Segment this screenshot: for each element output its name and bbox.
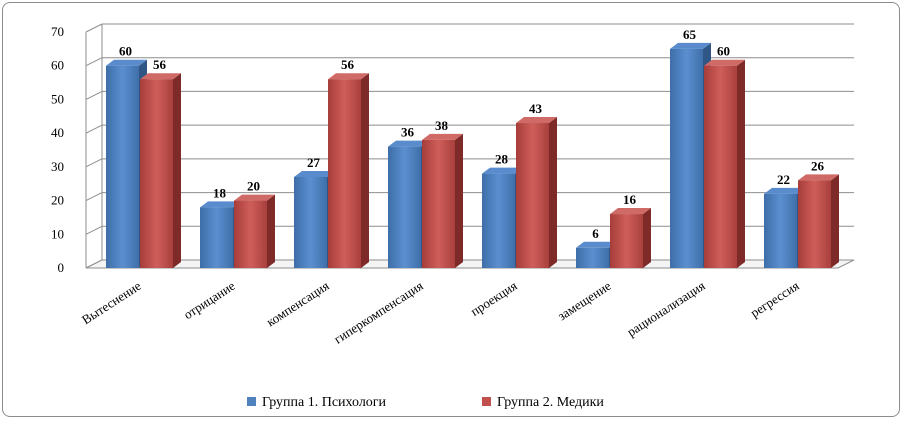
bar-top-1 (670, 42, 711, 49)
data-label: 20 (247, 179, 260, 194)
bar-top-2 (610, 208, 651, 215)
bars-layer (106, 42, 839, 269)
bar-series-2 (140, 79, 173, 268)
bar-series-2 (516, 123, 549, 269)
legend: Группа 1. Психологи Группа 2. Медики (247, 395, 604, 410)
bar-series-1 (294, 176, 327, 268)
bar-series-2 (234, 200, 267, 268)
y-tick-label: 10 (51, 226, 64, 241)
y-tick-label: 60 (51, 58, 64, 73)
bar-series-2 (328, 79, 361, 268)
data-label: 27 (307, 155, 321, 170)
data-label: 28 (495, 152, 509, 167)
bar-side-2 (643, 208, 651, 268)
x-tick-label: компенсация (264, 278, 332, 329)
bar-top-1 (294, 170, 335, 177)
bar-series-2 (422, 139, 455, 268)
legend-label-series-1: Группа 1. Психологи (262, 395, 387, 410)
x-tick-label: гиперкомпенсация (331, 278, 426, 347)
x-tick-label: проекция (468, 278, 520, 319)
bar-top-1 (576, 241, 617, 248)
bar-series-2 (798, 180, 831, 268)
bar-series-2 (610, 214, 643, 268)
y-tick-label: 30 (51, 159, 64, 174)
bar-top-2 (234, 194, 275, 201)
y-tick-label: 40 (51, 125, 64, 140)
bar-top-2 (140, 73, 181, 80)
bar-series-2 (704, 65, 737, 268)
y-tick-label: 50 (51, 91, 64, 106)
bar-top-1 (200, 201, 241, 208)
bar-top-2 (798, 174, 839, 181)
bar-series-1 (200, 207, 233, 268)
bar-top-2 (704, 59, 745, 66)
bar-top-2 (422, 133, 463, 140)
bar-series-1 (482, 173, 515, 268)
x-tick-label: замещение (555, 278, 614, 324)
bar-series-1 (388, 146, 421, 268)
x-tick-label: отрицание (181, 278, 238, 322)
data-label: 18 (213, 185, 227, 200)
legend-swatch-series-2 (482, 397, 491, 406)
gridline-side (85, 90, 103, 100)
data-label: 38 (435, 118, 449, 133)
bar-side-2 (831, 174, 839, 268)
gridline-side (85, 23, 103, 33)
bar-top-2 (516, 117, 557, 124)
data-label: 6 (592, 226, 599, 241)
bar-side-2 (455, 133, 463, 268)
bar-series-1 (106, 65, 139, 268)
gridline-side (85, 192, 103, 202)
data-label: 60 (119, 44, 132, 59)
data-label: 65 (683, 27, 697, 42)
bar-series-1 (576, 247, 609, 268)
data-label: 60 (717, 44, 730, 59)
data-label: 22 (777, 172, 790, 187)
data-label: 56 (153, 57, 167, 72)
bar-series-1 (670, 48, 703, 268)
gridline-side (85, 57, 103, 67)
bar-top-2 (328, 73, 369, 80)
bar-side-2 (737, 59, 745, 268)
bar-side-2 (173, 73, 181, 268)
y-tick-label: 20 (51, 193, 64, 208)
gridline-side (85, 124, 103, 134)
gridline-side (85, 225, 103, 235)
legend-label-series-2: Группа 2. Медики (497, 395, 604, 410)
gridline-side (85, 158, 103, 168)
y-tick-label: 70 (51, 24, 64, 39)
data-label: 56 (341, 57, 355, 72)
x-tick-label: регрессия (748, 278, 802, 320)
data-label: 36 (401, 125, 415, 140)
bar-side-2 (549, 117, 557, 269)
bar-series-1 (764, 193, 797, 268)
x-tick-label: Вытеснение (79, 278, 144, 327)
bar-top-1 (482, 167, 523, 174)
data-label: 16 (623, 192, 637, 207)
data-label: 43 (529, 101, 543, 116)
bar-top-1 (106, 59, 147, 66)
bar-top-1 (388, 140, 429, 147)
x-tick-label: рационализация (624, 278, 707, 339)
y-tick-label: 0 (58, 260, 65, 275)
bar-side-2 (267, 194, 275, 268)
legend-swatch-series-1 (247, 397, 256, 406)
data-label: 26 (811, 158, 825, 173)
bar-side-2 (361, 73, 369, 268)
bar-top-1 (764, 187, 805, 194)
